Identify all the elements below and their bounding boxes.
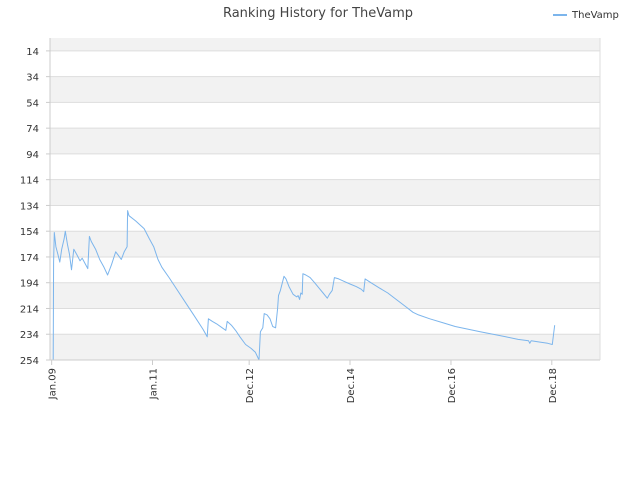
y-tick-label: 94 [26,150,39,161]
y-tick-label: 114 [20,176,39,187]
legend[interactable]: TheVamp [553,10,619,21]
grid-band [50,76,600,103]
x-tick-label: Jan.11 [148,368,159,400]
plot-bands [50,38,600,360]
grid-band [50,334,600,360]
y-tick-label: 134 [20,201,39,212]
grid-band [50,50,600,77]
series-layer [52,210,556,361]
y-tick-label: 174 [20,253,39,264]
x-tick-label: Dec.12 [245,368,256,403]
grid-band [50,128,600,154]
grid-lines [50,50,600,361]
grid-band [50,256,600,283]
grid-band [50,231,600,257]
axes [49,38,601,361]
y-tick-label: 14 [26,47,39,58]
x-tick-label: Dec.18 [548,368,559,403]
x-axis-ticks: Jan.09 Jan.11 Dec.12 Dec.14 Dec.16 Dec.18 [48,360,559,403]
legend-label: TheVamp [571,10,619,21]
y-tick-label: 214 [20,304,39,315]
series-line-thevamp [52,210,556,361]
y-axis-ticks: 14 34 54 74 94 114 134 154 174 194 214 234 254 [20,47,50,367]
grid-band [50,308,600,335]
y-tick-label: 74 [26,124,39,135]
x-tick-label: Jan.09 [48,368,59,400]
x-tick-label: Dec.16 [447,368,458,403]
grid-band [50,102,600,129]
x-tick-label: Dec.14 [346,368,357,403]
chart-title: Ranking History for TheVamp [223,6,413,21]
y-tick-label: 34 [26,73,39,84]
grid-band [50,38,600,51]
y-tick-label: 234 [20,330,39,341]
y-tick-label: 254 [20,356,39,367]
grid-band [50,179,600,206]
grid-band [50,153,600,180]
y-tick-label: 154 [20,227,39,238]
y-tick-label: 194 [20,279,39,290]
y-tick-label: 54 [26,98,39,109]
